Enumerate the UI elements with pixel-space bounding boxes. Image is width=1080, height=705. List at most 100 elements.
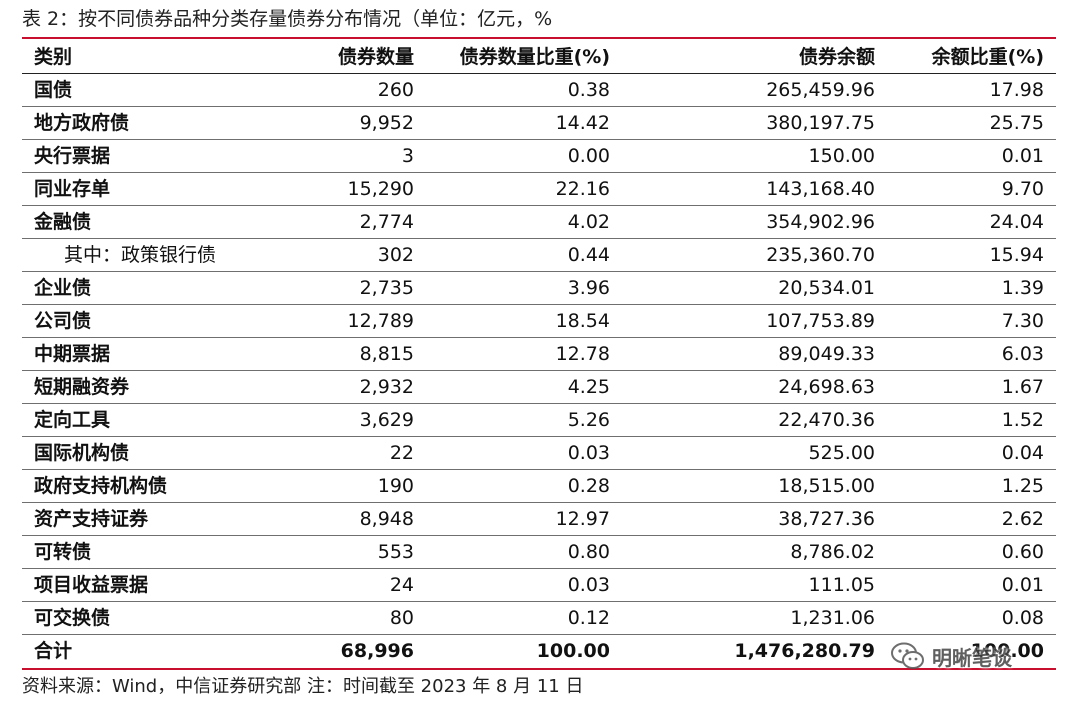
cell-balance: 89,049.33 xyxy=(622,337,887,371)
table-row: 其中：政策银行债 302 0.44 235,360.70 15.94 xyxy=(22,238,1056,272)
cell-count: 3,629 xyxy=(252,403,426,437)
cell-balance-pct: 0.04 xyxy=(887,436,1056,470)
cell-balance: 265,459.96 xyxy=(622,73,887,107)
header-category: 类别 xyxy=(22,40,252,74)
cell-balance: 354,902.96 xyxy=(622,205,887,239)
cell-count: 12,789 xyxy=(252,304,426,338)
cell-balance: 525.00 xyxy=(622,436,887,470)
cell-count-pct: 0.38 xyxy=(426,73,622,107)
cell-count: 22 xyxy=(252,436,426,470)
cell-count-pct: 0.28 xyxy=(426,469,622,503)
table-row: 可转债 553 0.80 8,786.02 0.60 xyxy=(22,535,1056,569)
table-row: 金融债 2,774 4.02 354,902.96 24.04 xyxy=(22,205,1056,239)
cell-count-pct: 18.54 xyxy=(426,304,622,338)
cell-balance: 1,476,280.79 xyxy=(734,640,875,662)
table-row: 同业存单 15,290 22.16 143,168.40 9.70 xyxy=(22,172,1056,206)
cell-balance: 24,698.63 xyxy=(622,370,887,404)
cell-balance: 20,534.01 xyxy=(622,271,887,305)
cell-balance: 1,231.06 xyxy=(622,601,887,635)
cell-count-pct: 0.00 xyxy=(426,139,622,173)
cell-balance: 18,515.00 xyxy=(622,469,887,503)
header-row: 类别 债券数量 债券数量比重(%) 债券余额 余额比重(%) xyxy=(22,40,1056,74)
header-count-pct: 债券数量比重(%) xyxy=(426,40,622,74)
cell-count-pct: 3.96 xyxy=(426,271,622,305)
cell-category: 政府支持机构债 xyxy=(22,469,252,503)
table-row: 可交换债 80 0.12 1,231.06 0.08 xyxy=(22,601,1056,635)
header-count: 债券数量 xyxy=(252,40,426,74)
cell-balance-pct: 1.52 xyxy=(887,403,1056,437)
cell-count-pct: 0.03 xyxy=(426,568,622,602)
cell-count-pct: 12.78 xyxy=(426,337,622,371)
cell-balance: 111.05 xyxy=(622,568,887,602)
wechat-icon xyxy=(891,642,924,669)
table-row: 国债 260 0.38 265,459.96 17.98 xyxy=(22,73,1056,107)
cell-count: 3 xyxy=(252,139,426,173)
cell-balance: 380,197.75 xyxy=(622,106,887,140)
table-row: 项目收益票据 24 0.03 111.05 0.01 xyxy=(22,568,1056,602)
table-row: 中期票据 8,815 12.78 89,049.33 6.03 xyxy=(22,337,1056,371)
cell-category: 其中：政策银行债 xyxy=(22,238,252,272)
total-row: 合计 68,996 100.00 1,476,280.79 100.00 xyxy=(22,635,1056,668)
cell-category: 同业存单 xyxy=(22,172,252,206)
table-row: 央行票据 3 0.00 150.00 0.01 xyxy=(22,139,1056,173)
cell-balance-pct: 2.62 xyxy=(887,502,1056,536)
watermark: 明晰笔谈 xyxy=(890,636,1012,676)
cell-count: 553 xyxy=(252,535,426,569)
cell-count-pct: 0.80 xyxy=(426,535,622,569)
cell-balance-pct: 0.08 xyxy=(887,601,1056,635)
table-row: 地方政府债 9,952 14.42 380,197.75 25.75 xyxy=(22,106,1056,140)
table-row: 国际机构债 22 0.03 525.00 0.04 xyxy=(22,436,1056,470)
cell-balance-pct: 1.39 xyxy=(887,271,1056,305)
cell-category: 公司债 xyxy=(22,304,252,338)
table-row: 企业债 2,735 3.96 20,534.01 1.39 xyxy=(22,271,1056,305)
cell-category: 合计 xyxy=(34,640,73,662)
cell-category: 短期融资券 xyxy=(22,370,252,404)
cell-count-pct: 100.00 xyxy=(536,640,610,662)
cell-category: 定向工具 xyxy=(22,403,252,437)
cell-count: 2,735 xyxy=(252,271,426,305)
cell-balance-pct: 7.30 xyxy=(887,304,1056,338)
cell-category: 央行票据 xyxy=(22,139,252,173)
cell-balance-pct: 9.70 xyxy=(887,172,1056,206)
cell-balance-pct: 24.04 xyxy=(887,205,1056,239)
table-row: 公司债 12,789 18.54 107,753.89 7.30 xyxy=(22,304,1056,338)
cell-category: 国债 xyxy=(22,73,252,107)
cell-balance: 38,727.36 xyxy=(622,502,887,536)
cell-category: 企业债 xyxy=(22,271,252,305)
cell-balance-pct: 100.00 xyxy=(970,640,1044,662)
cell-count-pct: 0.44 xyxy=(426,238,622,272)
cell-balance-pct: 1.67 xyxy=(887,370,1056,404)
cell-count: 68,996 xyxy=(340,640,414,662)
source-note: 资料来源：Wind，中信证券研究部 注：时间截至 2023 年 8 月 11 日 xyxy=(22,676,584,697)
cell-count: 2,932 xyxy=(252,370,426,404)
cell-balance: 150.00 xyxy=(622,139,887,173)
cell-balance-pct: 15.94 xyxy=(887,238,1056,272)
cell-category: 金融债 xyxy=(22,205,252,239)
cell-count: 302 xyxy=(252,238,426,272)
cell-balance-pct: 0.01 xyxy=(887,568,1056,602)
cell-category: 项目收益票据 xyxy=(22,568,252,602)
cell-category: 国际机构债 xyxy=(22,436,252,470)
caption-rule xyxy=(22,37,1056,39)
cell-balance: 235,360.70 xyxy=(622,238,887,272)
header-balance: 债券余额 xyxy=(622,40,887,74)
cell-balance-pct: 25.75 xyxy=(887,106,1056,140)
cell-category: 中期票据 xyxy=(22,337,252,371)
cell-balance-pct: 1.25 xyxy=(887,469,1056,503)
cell-count: 80 xyxy=(252,601,426,635)
table-row: 资产支持证券 8,948 12.97 38,727.36 2.62 xyxy=(22,502,1056,536)
cell-balance: 8,786.02 xyxy=(622,535,887,569)
cell-count-pct: 0.03 xyxy=(426,436,622,470)
cell-count: 8,815 xyxy=(252,337,426,371)
cell-balance-pct: 6.03 xyxy=(887,337,1056,371)
cell-count-pct: 4.02 xyxy=(426,205,622,239)
header-balance-pct: 余额比重(%) xyxy=(887,40,1056,74)
cell-count: 9,952 xyxy=(252,106,426,140)
cell-count-pct: 0.12 xyxy=(426,601,622,635)
cell-category: 可转债 xyxy=(22,535,252,569)
cell-balance-pct: 17.98 xyxy=(887,73,1056,107)
cell-count: 8,948 xyxy=(252,502,426,536)
cell-balance-pct: 0.60 xyxy=(887,535,1056,569)
cell-balance-pct: 0.01 xyxy=(887,139,1056,173)
cell-count: 190 xyxy=(252,469,426,503)
